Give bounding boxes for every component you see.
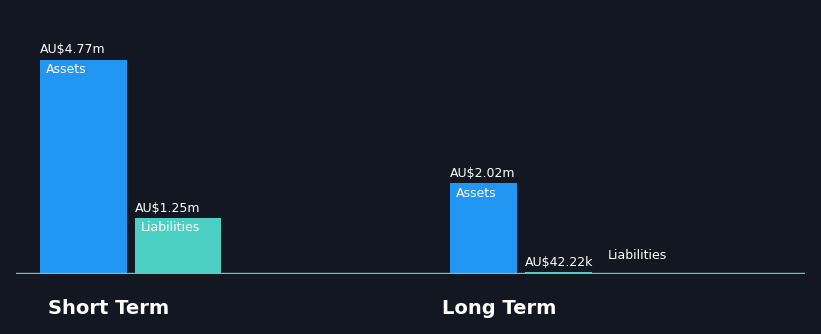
- Bar: [135, 218, 222, 274]
- Bar: [525, 272, 592, 274]
- Text: Liabilities: Liabilities: [141, 221, 200, 234]
- Text: Short Term: Short Term: [48, 299, 169, 318]
- Text: AU$4.77m: AU$4.77m: [40, 43, 106, 56]
- Text: Liabilities: Liabilities: [608, 249, 667, 262]
- Bar: [450, 183, 517, 274]
- Text: Long Term: Long Term: [442, 299, 557, 318]
- Text: AU$42.22k: AU$42.22k: [525, 256, 593, 269]
- Text: AU$2.02m: AU$2.02m: [450, 167, 516, 180]
- Text: Assets: Assets: [456, 187, 497, 200]
- Text: Assets: Assets: [46, 63, 87, 76]
- Bar: [40, 59, 126, 274]
- Text: AU$1.25m: AU$1.25m: [135, 201, 200, 214]
